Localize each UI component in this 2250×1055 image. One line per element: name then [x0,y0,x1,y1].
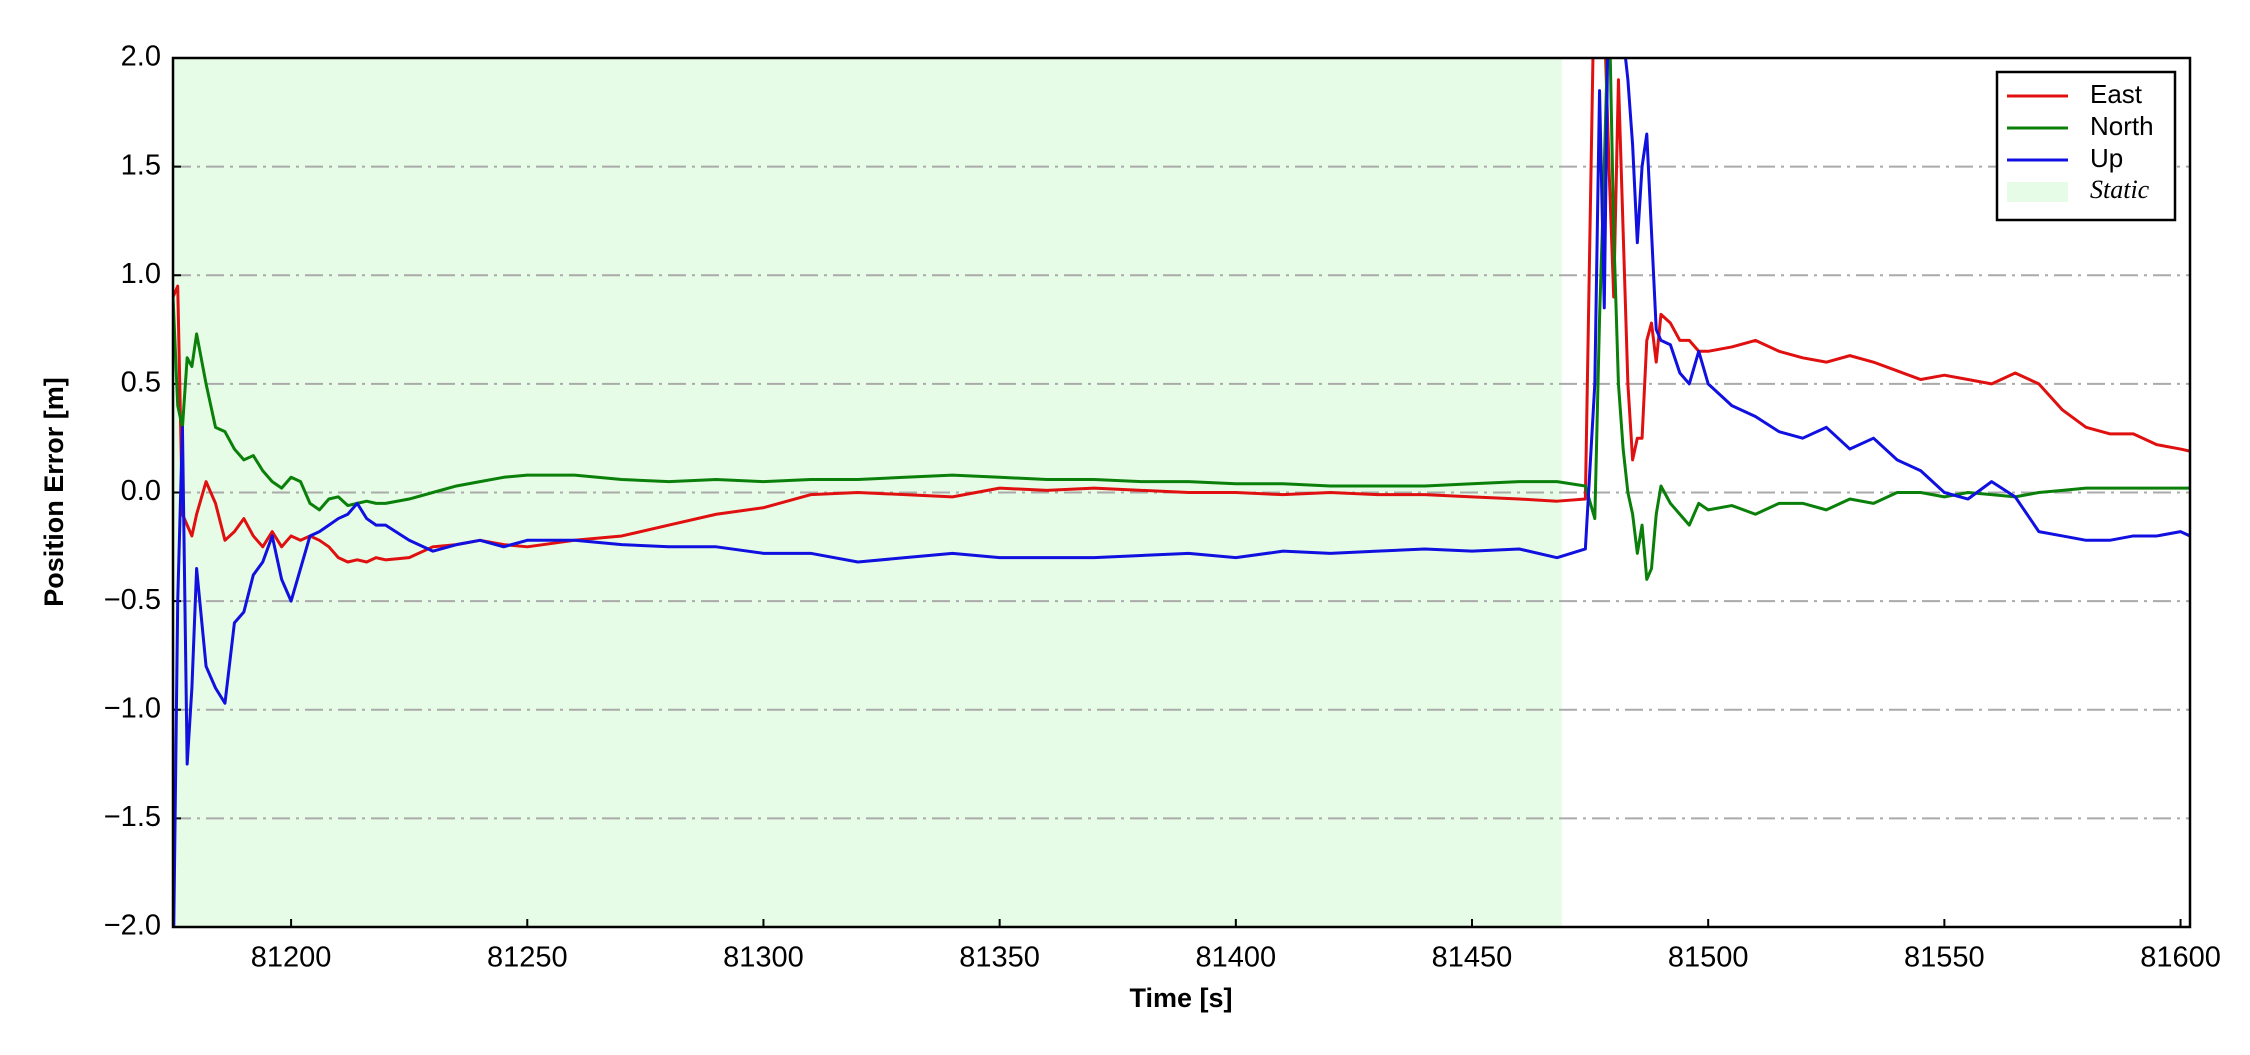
y-tick-label: −1.5 [104,801,161,833]
plot-frame [171,56,2192,929]
y-tick-label: 2.0 [121,41,161,73]
x-tick-label: 81350 [959,942,1040,974]
series-group [173,58,2190,927]
legend-label: Static [2090,175,2150,204]
x-tick-label: 81600 [2140,942,2221,974]
y-tick-label: −0.5 [104,584,161,616]
x-tick-label: 81450 [1432,942,1513,974]
y-tick-label: −2.0 [104,910,161,942]
y-tick-label: 1.0 [121,258,161,290]
y-tick-label: 0.0 [121,475,161,507]
x-axis-label: Time [s] [1129,983,1232,1013]
x-tick-label: 81200 [251,942,332,974]
x-tick-label: 81500 [1668,942,1749,974]
y-tick-label: 0.5 [121,367,161,399]
line-series [173,58,2190,927]
y-axis-label: Position Error [m] [39,377,69,607]
line-series [173,58,2190,581]
legend-swatch [2007,182,2068,202]
x-tick-label: 81250 [487,942,568,974]
x-tick-label: 81300 [723,942,804,974]
x-tick-label: 81550 [1904,942,1985,974]
x-tick-label: 81400 [1195,942,1276,974]
line-series [173,58,2190,564]
legend-label: Up [2090,143,2123,173]
legend-label: East [2090,79,2143,109]
y-tick-label: −1.0 [104,692,161,724]
legend-label: North [2090,111,2154,141]
y-tick-label: 1.5 [121,149,161,181]
